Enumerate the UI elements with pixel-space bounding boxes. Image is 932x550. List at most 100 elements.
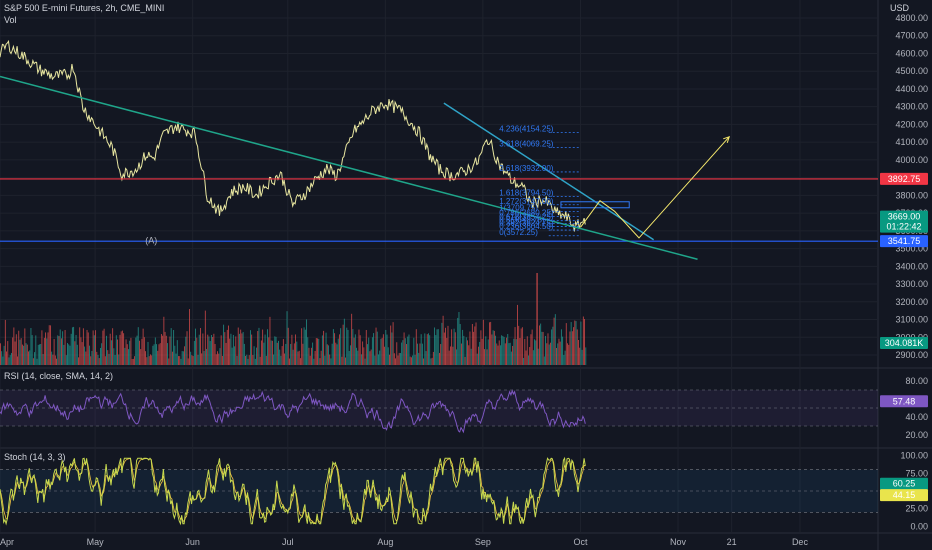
volume-bar — [376, 328, 377, 365]
volume-bar — [49, 325, 50, 365]
volume-bar — [148, 342, 149, 365]
volume-bar — [0, 343, 1, 365]
volume-bar — [493, 330, 494, 365]
level-price-label: 3541.75 — [888, 236, 921, 246]
volume-bar — [84, 347, 85, 365]
volume-bar — [509, 343, 510, 365]
volume-bar — [487, 349, 488, 365]
fib-level-label: 3.618(4069.25) — [499, 140, 554, 149]
volume-bar — [59, 336, 60, 365]
volume-bar — [252, 355, 253, 365]
volume-bar — [433, 352, 434, 365]
volume-bar — [383, 334, 384, 365]
stoch-k-label: 60.25 — [893, 479, 916, 489]
volume-bar — [187, 331, 188, 365]
volume-bar — [346, 328, 347, 365]
volume-bar — [191, 355, 192, 365]
volume-bar — [121, 331, 122, 365]
volume-bar — [468, 345, 469, 365]
volume-bar — [567, 343, 568, 365]
volume-bar — [443, 316, 444, 365]
volume-bar — [239, 334, 240, 365]
volume-bar — [222, 356, 223, 365]
volume-bar — [359, 330, 360, 365]
volume-bar — [372, 337, 373, 365]
volume-bar — [328, 345, 329, 365]
volume-bar — [357, 351, 358, 365]
volume-bar — [319, 358, 320, 365]
volume-bar — [304, 327, 305, 365]
price-tick-label: 4800.00 — [895, 13, 928, 23]
volume-bar — [545, 336, 546, 365]
volume-bar — [135, 338, 136, 365]
volume-bar — [120, 335, 121, 365]
volume-bar — [300, 358, 301, 365]
volume-bar — [99, 358, 100, 365]
volume-bar — [256, 348, 257, 365]
volume-bar — [478, 347, 479, 365]
volume-bar — [327, 344, 328, 365]
volume-bar — [67, 343, 68, 365]
volume-bar — [27, 345, 28, 365]
fib-level-label: 2.618(3932.00) — [499, 164, 554, 173]
volume-bar — [50, 325, 51, 365]
volume-bar — [546, 343, 547, 365]
volume-bar — [122, 331, 123, 365]
volume-bar — [209, 336, 210, 365]
price-tick-label: 4400.00 — [895, 84, 928, 94]
volume-bar — [274, 336, 275, 365]
volume-bar — [446, 338, 447, 365]
volume-bar — [371, 350, 372, 365]
volume-bar — [435, 335, 436, 365]
volume-bar — [68, 344, 69, 365]
stoch-tick-label: 25.00 — [905, 504, 928, 514]
volume-bar — [341, 357, 342, 365]
rsi-pane[interactable] — [0, 390, 878, 432]
time-tick-label: Jul — [282, 537, 294, 547]
volume-bar — [82, 342, 83, 365]
volume-bar — [302, 344, 303, 365]
volume-bar — [110, 334, 111, 365]
volume-bar — [471, 349, 472, 365]
volume-bar — [512, 346, 513, 365]
volume-bar — [88, 332, 89, 365]
volume-bar — [240, 330, 241, 365]
volume-bar — [311, 348, 312, 365]
volume-bar — [80, 337, 81, 365]
volume-bar — [428, 333, 429, 365]
stoch-d-label: 44.15 — [893, 490, 916, 500]
volume-bar — [10, 355, 11, 365]
volume-bar — [261, 340, 262, 365]
volume-bar — [518, 326, 519, 365]
volume-bar — [55, 356, 56, 365]
volume-bar — [405, 338, 406, 365]
volume-bar — [356, 348, 357, 365]
volume-bar — [170, 337, 171, 365]
volume-bar — [490, 322, 491, 365]
volume-bar — [76, 335, 77, 365]
volume-bar — [510, 343, 511, 365]
volume-bar — [540, 324, 541, 365]
volume-bar — [40, 344, 41, 365]
volume-bar — [16, 334, 17, 365]
volume-bar — [543, 332, 544, 365]
volume-bar — [449, 351, 450, 365]
volume-bar — [379, 351, 380, 365]
volume-bar — [143, 329, 144, 365]
volume-bar — [318, 339, 319, 365]
bar-countdown-label: 01:22:42 — [886, 222, 921, 232]
volume-bar — [218, 354, 219, 365]
volume-bar — [324, 356, 325, 365]
volume-bar — [438, 329, 439, 365]
volume-bar — [133, 359, 134, 365]
volume-bar — [534, 339, 535, 365]
volume-bar — [523, 358, 524, 365]
volume-bar — [439, 353, 440, 365]
volume-bar — [562, 337, 563, 365]
volume-bar — [196, 338, 197, 365]
volume-bar — [194, 341, 195, 365]
volume-bar — [90, 356, 91, 365]
volume-bar — [150, 354, 151, 365]
volume-bar — [130, 338, 131, 365]
